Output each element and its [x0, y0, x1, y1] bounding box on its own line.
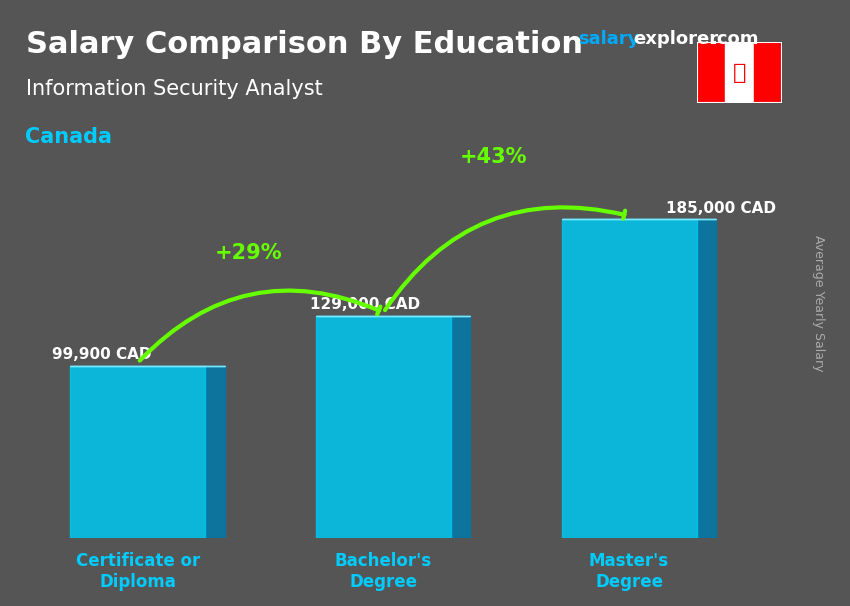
Text: Information Security Analyst: Information Security Analyst — [26, 79, 322, 99]
Text: 99,900 CAD: 99,900 CAD — [52, 347, 151, 362]
Text: .com: .com — [710, 30, 758, 48]
Text: salary: salary — [578, 30, 639, 48]
Bar — [697, 42, 725, 103]
Polygon shape — [697, 219, 716, 538]
Text: 129,000 CAD: 129,000 CAD — [309, 297, 420, 312]
Polygon shape — [206, 366, 224, 538]
Text: +43%: +43% — [460, 147, 528, 167]
Text: 185,000 CAD: 185,000 CAD — [666, 201, 776, 216]
Bar — [754, 42, 782, 103]
Bar — [562, 219, 697, 538]
Text: Salary Comparison By Education: Salary Comparison By Education — [26, 30, 582, 59]
Bar — [725, 42, 754, 103]
Text: +29%: +29% — [214, 243, 282, 263]
Bar — [316, 316, 451, 538]
Text: Average Yearly Salary: Average Yearly Salary — [812, 235, 824, 371]
Text: 🍁: 🍁 — [733, 62, 746, 83]
Text: explorer: explorer — [633, 30, 718, 48]
Text: Canada: Canada — [26, 127, 112, 147]
Bar — [71, 366, 206, 538]
Polygon shape — [451, 316, 470, 538]
